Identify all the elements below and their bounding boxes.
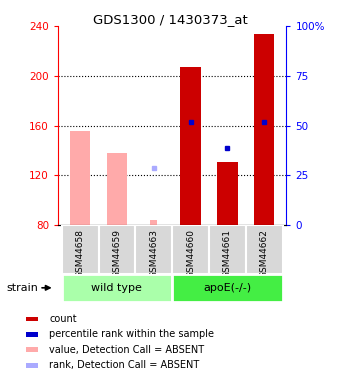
Bar [172,225,209,274]
Bar [62,225,99,274]
Text: apoE(-/-): apoE(-/-) [204,283,252,293]
Text: strain: strain [7,283,39,293]
Text: value, Detection Call = ABSENT: value, Detection Call = ABSENT [49,345,205,355]
Text: rank, Detection Call = ABSENT: rank, Detection Call = ABSENT [49,360,199,370]
Bar [99,225,135,274]
Bar [27,348,38,352]
Bar [209,225,246,274]
Bar [135,225,172,274]
Bar [150,220,157,225]
Bar [254,34,275,225]
Bar [246,225,283,274]
Bar [27,332,38,337]
Bar [27,316,38,321]
Bar [62,274,172,302]
Text: GSM44658: GSM44658 [76,229,85,278]
Text: GDS1300 / 1430373_at: GDS1300 / 1430373_at [93,13,248,26]
Text: GSM44661: GSM44661 [223,229,232,278]
Text: count: count [49,314,77,324]
Bar [180,67,201,225]
Text: GSM44663: GSM44663 [149,229,158,278]
Text: GSM44659: GSM44659 [113,229,121,278]
Text: GSM44660: GSM44660 [186,229,195,278]
Bar [70,130,90,225]
Bar [107,153,127,225]
Bar [172,274,283,302]
Text: wild type: wild type [91,283,143,293]
Text: percentile rank within the sample: percentile rank within the sample [49,330,214,339]
Text: GSM44662: GSM44662 [260,229,269,278]
Bar [27,363,38,368]
Bar [217,162,238,225]
